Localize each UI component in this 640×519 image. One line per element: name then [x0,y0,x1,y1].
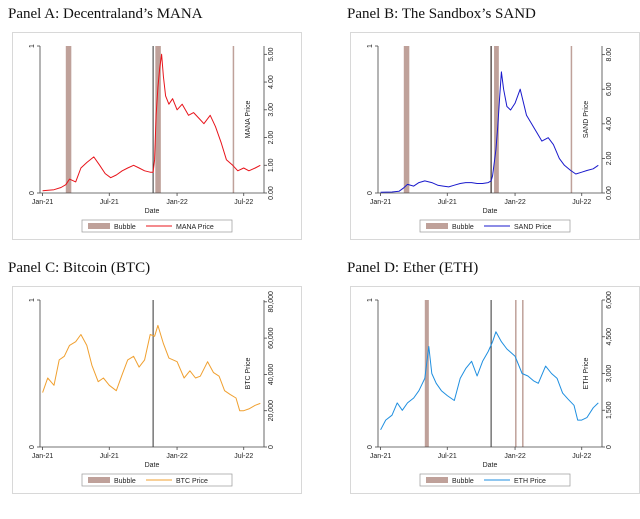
x-tick-label: Jul-21 [100,199,119,206]
x-tick-label: Jul-21 [100,453,119,460]
x-axis-label: Date [145,208,160,215]
legend-bubble-label: Bubble [114,224,136,231]
legend-bubble-label: Bubble [452,478,474,485]
x-tick-label: Jan-21 [370,453,392,460]
legend-series-label: ETH Price [514,478,546,485]
right-axis-label: SAND Price [583,101,590,138]
left-tick-label: 0 [29,445,36,449]
left-tick-label: 0 [367,191,374,195]
legend-bubble-label: Bubble [452,224,474,231]
right-tick-label: 4.00 [606,117,613,131]
panel-a-title: Panel A: Decentraland’s MANA [8,6,203,22]
right-axis-label: BTC Price [245,357,252,389]
right-tick-label: 3.00 [268,103,275,117]
bubble-period-1 [403,46,410,193]
right-tick-label: 6.00 [606,82,613,96]
x-tick-label: Jan-22 [166,453,188,460]
chart-panel-b: 0 1 0.00 2.00 4.00 6.00 8.00 SAND Price Jan-21 Ju… [350,32,640,240]
bubble-period-1 [424,300,429,447]
x-tick-label: Jul-21 [438,453,457,460]
right-tick-label: 80,000 [268,291,275,313]
left-tick-label: 1 [367,44,374,48]
left-tick-label: 1 [367,298,374,302]
legend-series-label: SAND Price [514,224,551,231]
price-series-line [380,71,599,193]
right-tick-label: 0.00 [606,186,613,200]
right-tick-label: 2.00 [606,151,613,165]
panel-b-title: Panel B: The Sandbox’s SAND [347,6,536,22]
x-tick-label: Jan-21 [370,199,392,206]
left-tick-label: 0 [29,191,36,195]
right-tick-label: 0 [606,445,613,449]
right-tick-label: 8.00 [606,48,613,62]
bubble-period-1 [65,46,72,193]
x-tick-label: Jul-22 [234,453,253,460]
right-tick-label: 4,500 [606,328,613,346]
x-tick-label: Jul-21 [438,199,457,206]
x-tick-label: Jan-22 [166,199,188,206]
price-series-line [42,53,261,192]
chart-frame [12,286,302,494]
x-tick-label: Jul-22 [572,199,591,206]
x-tick-label: Jan-21 [32,199,54,206]
right-axis-label: MANA Price [245,101,252,139]
legend-bubble-swatch [426,223,448,229]
price-series-line [42,324,261,412]
right-tick-label: 0 [268,445,275,449]
x-tick-label: Jul-22 [234,199,253,206]
x-tick-label: Jan-21 [32,453,54,460]
legend-bubble-swatch [426,477,448,483]
bubble-period-2 [515,300,517,447]
right-tick-label: 4.00 [268,75,275,89]
left-tick-label: 1 [29,298,36,302]
left-tick-label: 0 [367,445,374,449]
x-tick-label: Jan-22 [504,453,526,460]
chart-panel-a: 0 1 0.00 1.00 2.00 3.00 4.00 5.00 MANA Price Jan-… [12,32,302,240]
bubble-period-3 [494,46,499,193]
right-tick-label: 2.00 [268,131,275,145]
panel-d-title: Panel D: Ether (ETH) [347,260,479,276]
x-axis-label: Date [145,462,160,469]
x-axis-label: Date [483,208,498,215]
bubble-period-2 [155,46,161,193]
right-tick-label: 1.00 [268,158,275,172]
right-axis-label: ETH Price [583,357,590,389]
right-tick-label: 20,000 [268,400,275,422]
x-tick-label: Jan-22 [504,199,526,206]
legend-bubble-swatch [88,477,110,483]
right-tick-label: 1,500 [606,401,613,419]
chart-panel-c: 0 1 0 20,000 40,000 60,000 80,000 BTC Price Jan-… [12,286,302,494]
right-tick-label: 0.00 [268,186,275,200]
legend-series-label: BTC Price [176,478,208,485]
right-tick-label: 3,000 [606,365,613,383]
chart-panel-d: 0 1 0 1,500 3,000 4,500 6,000 ETH Price Jan-21 Ju… [350,286,640,494]
chart-frame [350,286,640,494]
left-tick-label: 1 [29,44,36,48]
x-tick-label: Jul-22 [572,453,591,460]
right-tick-label: 5.00 [268,47,275,61]
right-tick-label: 40,000 [268,364,275,386]
bubble-period-4 [570,46,573,193]
legend-series-label: MANA Price [176,224,214,231]
right-tick-label: 6,000 [606,291,613,309]
legend-bubble-label: Bubble [114,478,136,485]
panel-c-title: Panel C: Bitcoin (BTC) [8,260,151,276]
right-tick-label: 60,000 [268,327,275,349]
x-axis-label: Date [483,462,498,469]
bubble-period-3 [232,46,235,193]
price-series-line [380,331,599,431]
legend-bubble-swatch [88,223,110,229]
